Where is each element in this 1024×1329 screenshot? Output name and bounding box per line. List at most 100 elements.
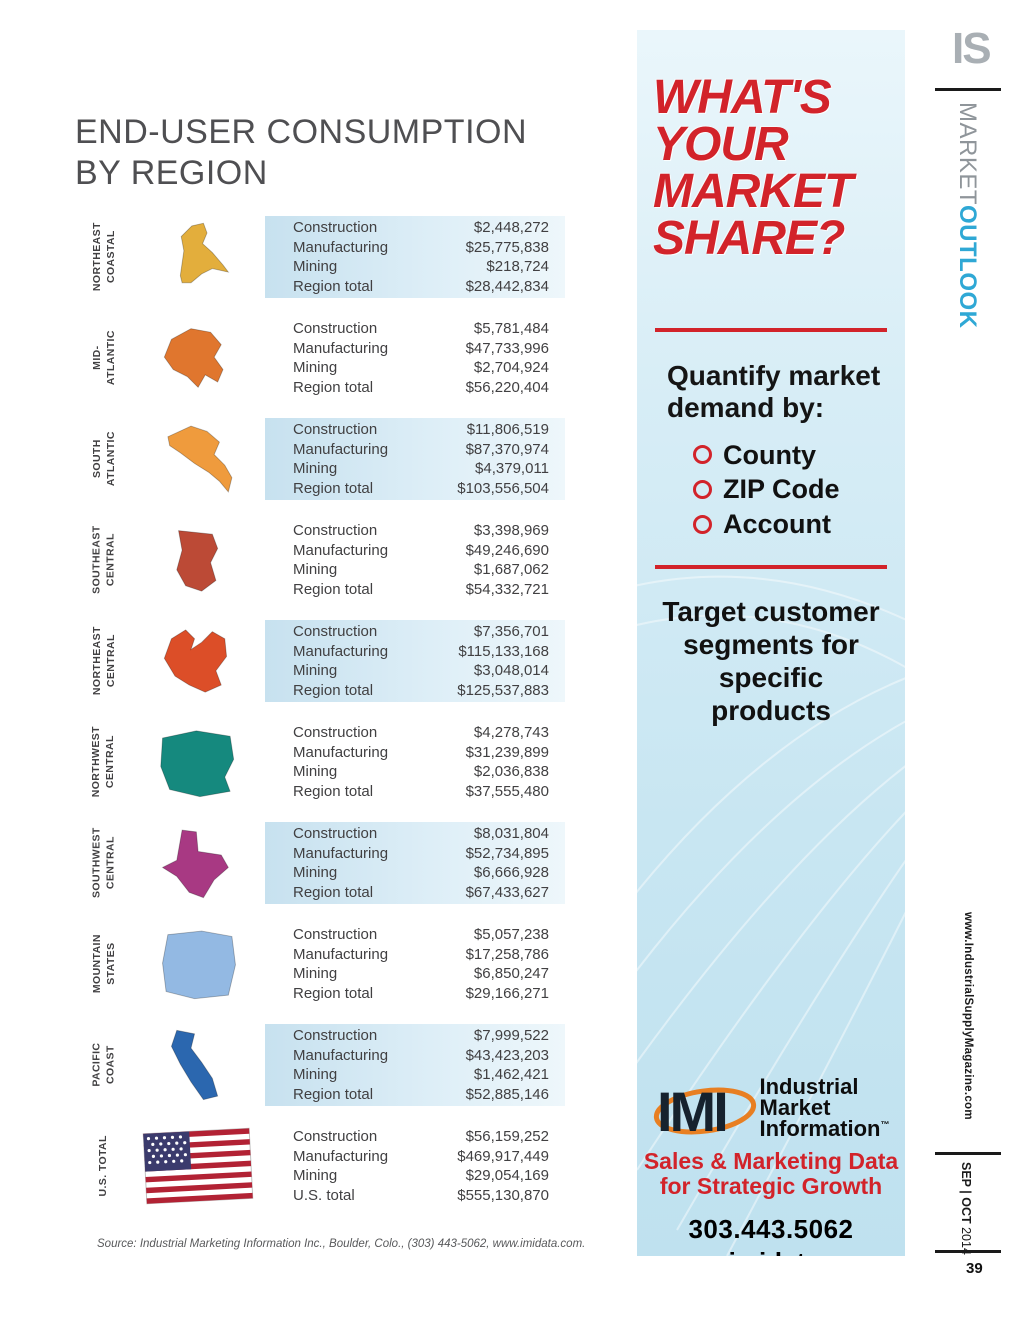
page-title-line1: END-USER CONSUMPTION [75, 113, 528, 151]
table-row: Manufacturing $87,370,974 [293, 440, 549, 460]
bullet-list: County ZIP Code Account [693, 439, 905, 542]
imi-ad-panel: WHAT'S YOUR MARKET SHARE? Quantify marke… [637, 30, 905, 1256]
source-note: Source: Industrial Marketing Information… [97, 1238, 586, 1250]
row-value: $103,556,504 [457, 479, 549, 497]
table-row: Construction $2,448,272 [293, 218, 549, 238]
bullet-zip-code: ZIP Code [693, 473, 905, 506]
row-label: Manufacturing [293, 339, 389, 357]
region-table: NORTHEAST COASTAL Construction $2,448,272… [75, 216, 567, 1226]
row-value: $6,666,928 [473, 864, 549, 882]
table-row: Mining $2,704,924 [293, 358, 549, 378]
quantify-heading: Quantify market demand by: [667, 360, 881, 424]
region-block: PACIFIC COAST Construction $7,999,522 Man… [75, 1024, 567, 1106]
row-value: $469,917,449 [457, 1147, 549, 1165]
row-label: Construction [293, 522, 378, 540]
us-flag-icon [133, 1125, 265, 1207]
bullet-ring-icon [693, 445, 712, 465]
row-label: Region total [293, 580, 374, 598]
row-value: $1,462,421 [473, 1066, 549, 1084]
table-row: Mining $1,687,062 [293, 560, 549, 580]
row-label: Manufacturing [293, 1147, 389, 1165]
mid-atlantic-map-icon [133, 318, 265, 398]
page-number: 39 [966, 1260, 983, 1277]
region-label: NORTHEAST CENTRAL [90, 626, 116, 696]
southwest-central-map-icon [133, 823, 265, 903]
row-value: $56,159,252 [465, 1128, 549, 1146]
row-value: $555,130,870 [457, 1186, 549, 1204]
region-label: SOUTHEAST CENTRAL [90, 525, 117, 595]
row-label: Manufacturing [293, 743, 389, 761]
row-value: $43,423,203 [465, 1046, 549, 1064]
northeast-coastal-map-icon [133, 217, 265, 297]
region-block: SOUTH ATLANTIC Construction $11,806,519 M… [75, 418, 567, 500]
table-row: Construction $8,031,804 [293, 824, 549, 844]
row-value: $52,885,146 [465, 1085, 549, 1103]
row-label: Construction [293, 724, 378, 742]
row-label: Mining [293, 763, 338, 781]
table-row: Region total $52,885,146 [293, 1085, 549, 1105]
table-row: Region total $28,442,834 [293, 277, 549, 297]
row-label: Region total [293, 378, 374, 396]
row-label: Construction [293, 926, 378, 944]
region-label: U.S. TOTAL [97, 1135, 110, 1197]
region-block: NORTHEAST CENTRAL Construction $7,356,701… [75, 620, 567, 702]
row-label: Region total [293, 883, 374, 901]
ad-headline: WHAT'S YOUR MARKET SHARE? [653, 71, 853, 266]
row-value: $17,258,786 [465, 945, 549, 963]
row-label: Manufacturing [293, 238, 389, 256]
row-value: $37,555,480 [465, 782, 549, 800]
row-label: Mining [293, 1167, 338, 1185]
row-value: $2,036,838 [473, 763, 549, 781]
northeast-central-map-icon [133, 621, 265, 701]
row-label: Mining [293, 561, 338, 579]
row-label: U.S. total [293, 1186, 355, 1204]
row-label: Mining [293, 864, 338, 882]
northwest-central-map-icon [133, 722, 265, 802]
divider-rule [935, 1152, 1001, 1155]
row-label: Construction [293, 219, 378, 237]
table-row: Region total $67,433,627 [293, 883, 549, 903]
region-label: MOUNTAIN STATES [90, 934, 116, 994]
table-row: Manufacturing $17,258,786 [293, 945, 549, 965]
row-label: Manufacturing [293, 1046, 389, 1064]
table-row: Construction $5,057,238 [293, 925, 549, 945]
trademark-symbol: ™ [880, 1119, 890, 1130]
table-row: U.S. total $555,130,870 [293, 1186, 549, 1206]
table-row: Manufacturing $25,775,838 [293, 238, 549, 258]
row-value: $25,775,838 [465, 238, 549, 256]
row-value: $6,850,247 [473, 965, 549, 983]
row-value: $1,687,062 [473, 561, 549, 579]
row-label: Manufacturing [293, 844, 389, 862]
bullet-ring-icon [693, 480, 712, 500]
table-row: Region total $103,556,504 [293, 479, 549, 499]
table-row: Region total $37,555,480 [293, 782, 549, 802]
region-block: U.S. TOTAL [75, 1125, 567, 1207]
southeast-central-map-icon [133, 520, 265, 600]
table-row: Manufacturing $52,734,895 [293, 844, 549, 864]
table-row: Mining $218,724 [293, 257, 549, 277]
row-value: $8,031,804 [473, 825, 549, 843]
row-label: Mining [293, 359, 338, 377]
row-value: $87,370,974 [465, 440, 549, 458]
row-value: $47,733,996 [465, 339, 549, 357]
row-value: $3,048,014 [473, 662, 549, 680]
region-block: MOUNTAIN STATES Construction $5,057,238 M… [75, 923, 567, 1005]
row-value: $5,057,238 [473, 926, 549, 944]
row-label: Construction [293, 1027, 378, 1045]
mountain-states-map-icon [133, 924, 265, 1004]
row-label: Construction [293, 825, 378, 843]
divider-rule [655, 565, 887, 570]
row-label: Construction [293, 421, 378, 439]
imi-logo: IMI Industrial Market Information™ [637, 1075, 905, 1143]
table-row: Mining $2,036,838 [293, 762, 549, 782]
row-value: $4,278,743 [473, 724, 549, 742]
divider-rule [935, 88, 1001, 91]
row-value: $2,448,272 [473, 219, 549, 237]
table-row: Mining $4,379,011 [293, 459, 549, 479]
row-label: Region total [293, 479, 374, 497]
row-label: Construction [293, 320, 378, 338]
row-label: Mining [293, 1066, 338, 1084]
pacific-coast-map-icon [133, 1025, 265, 1105]
row-value: $125,537,883 [457, 681, 549, 699]
region-label: MID- ATLANTIC [90, 330, 116, 386]
